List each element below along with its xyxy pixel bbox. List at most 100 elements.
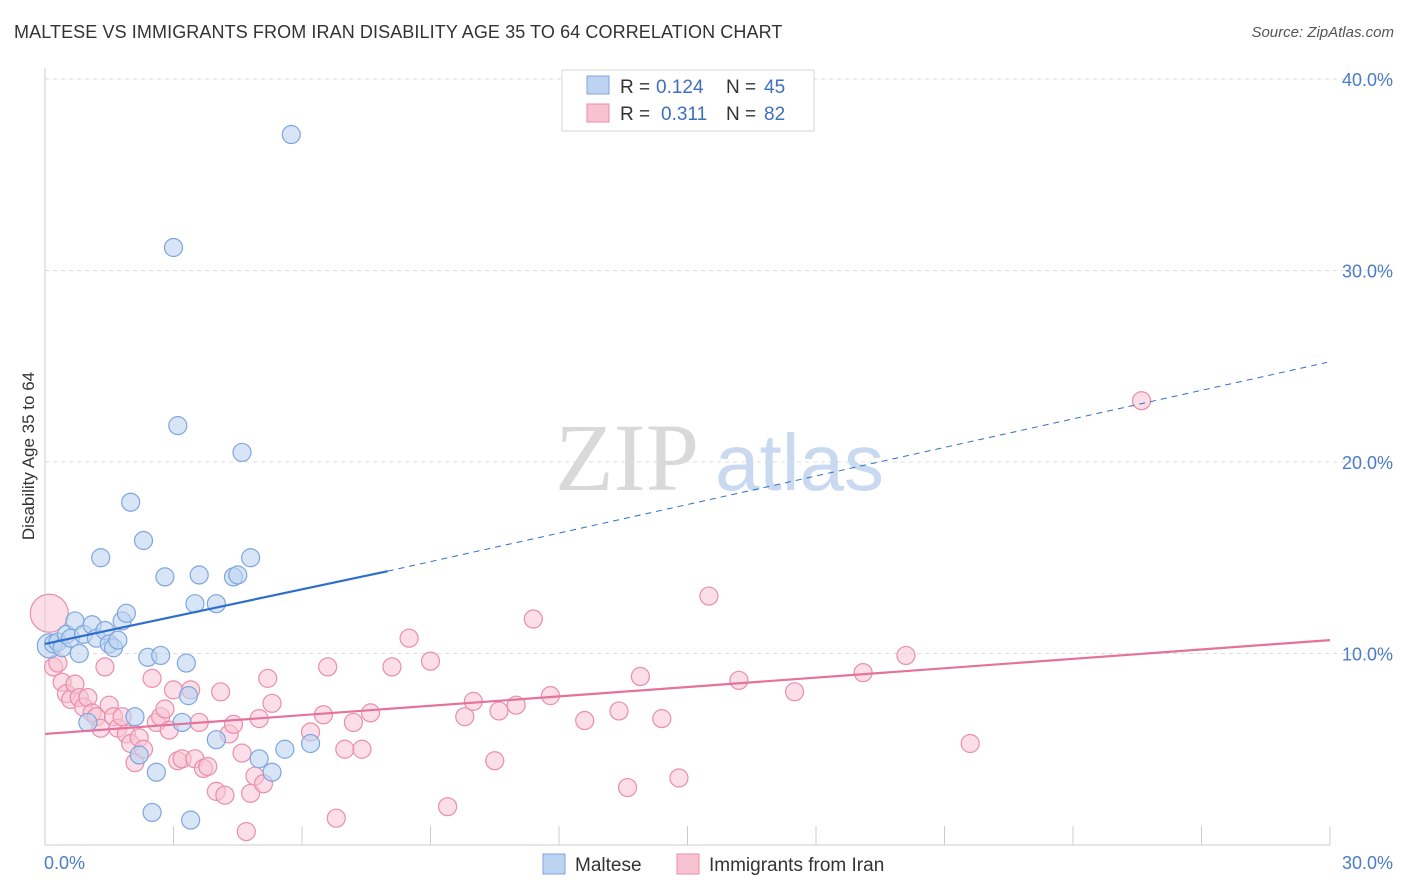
iran-point: [1131, 391, 1152, 411]
y-tick-label-10: 10.0%: [1342, 645, 1393, 665]
iran-point: [960, 733, 980, 754]
series-maltese-points: [36, 124, 321, 830]
maltese-point: [176, 653, 196, 673]
iran-point: [95, 657, 115, 677]
maltese-point: [281, 124, 301, 145]
bottom-legend-swatch-maltese: [542, 853, 566, 875]
maltese-point: [300, 733, 321, 754]
axes: 0.0% 30.0%: [44, 68, 1393, 873]
iran-point: [729, 670, 749, 690]
iran-point: [29, 593, 69, 633]
iran-point: [343, 712, 363, 733]
iran-point: [489, 701, 509, 721]
maltese-point: [146, 762, 166, 782]
maltese-point: [206, 730, 226, 750]
legend-swatch-iran: [586, 103, 610, 123]
x-tick-label-min: 0.0%: [44, 853, 85, 873]
maltese-point: [69, 643, 89, 664]
maltese-point: [129, 745, 149, 765]
iran-point: [784, 682, 805, 702]
iran-point: [326, 808, 346, 828]
watermark-zip: ZIP: [555, 404, 699, 511]
maltese-point: [133, 530, 154, 551]
iran-point: [420, 651, 441, 671]
iran-point: [455, 707, 475, 727]
iran-point: [335, 739, 355, 759]
iran-point: [630, 666, 650, 687]
maltese-point: [163, 237, 184, 258]
iran-point: [382, 657, 402, 677]
maltese-point: [168, 416, 188, 436]
iran-point: [318, 657, 338, 677]
watermark-atlas: atlas: [715, 418, 884, 507]
iran-point: [142, 668, 162, 688]
iran-point: [352, 739, 372, 759]
iran-point: [236, 821, 256, 842]
legend-r-value-maltese: 0.124: [656, 77, 704, 98]
legend-r-label-iran: R =: [620, 104, 650, 125]
maltese-point: [178, 686, 199, 706]
source-label: Source: ZipAtlas.com: [1251, 24, 1394, 41]
y-tick-label-40: 40.0%: [1342, 70, 1393, 90]
y-axis-label: Disability Age 35 to 64: [19, 372, 38, 540]
iran-point: [215, 785, 235, 805]
watermark: ZIP atlas: [555, 404, 884, 511]
maltese-point: [241, 548, 261, 568]
legend-n-label-maltese: N =: [726, 77, 756, 98]
maltese-point: [125, 707, 145, 727]
bottom-legend-swatch-iran: [676, 853, 700, 875]
iran-point: [155, 699, 175, 719]
maltese-trend-line: [44, 570, 388, 646]
bottom-legend-label-maltese: Maltese: [575, 855, 642, 876]
iran-point: [438, 797, 458, 817]
iran-point: [232, 743, 252, 763]
maltese-point: [142, 802, 162, 823]
iran-point: [223, 714, 244, 734]
iran-point: [360, 703, 381, 723]
maltese-point: [91, 548, 111, 568]
iran-point: [258, 668, 278, 688]
maltese-point: [275, 739, 295, 759]
iran-point: [575, 710, 595, 731]
iran-point: [896, 645, 916, 666]
maltese-point: [206, 594, 226, 614]
maltese-point: [262, 762, 282, 782]
legend-r-value-iran: 0.311: [661, 104, 707, 125]
iran-point: [652, 709, 672, 729]
gridlines: 10.0% 20.0% 30.0% 40.0%: [45, 70, 1393, 665]
legend-n-value-iran: 82: [764, 104, 785, 125]
bottom-legend-label-iran: Immigrants from Iran: [709, 855, 884, 876]
maltese-point: [121, 492, 141, 512]
iran-point: [485, 751, 505, 771]
trend-lines: [44, 361, 1331, 736]
legend-swatch-maltese: [586, 75, 610, 95]
iran-point: [211, 682, 231, 702]
iran-point: [523, 609, 543, 629]
maltese-point: [228, 565, 248, 585]
legend-bottom: Maltese Immigrants from Iran: [542, 853, 884, 876]
y-tick-label-20: 20.0%: [1342, 453, 1393, 473]
maltese-point: [181, 810, 201, 830]
maltese-point: [189, 565, 209, 585]
maltese-point: [155, 567, 175, 587]
maltese-point: [78, 712, 98, 733]
y-tick-label-30: 30.0%: [1342, 262, 1393, 282]
legend-r-label-maltese: R =: [620, 77, 650, 98]
iran-point: [617, 777, 638, 798]
x-tick-label-max: 30.0%: [1342, 853, 1393, 873]
maltese-point: [116, 603, 136, 623]
maltese-point: [249, 749, 269, 769]
iran-point: [399, 628, 419, 648]
legend-n-value-maltese: 45: [764, 77, 785, 98]
maltese-point: [151, 645, 171, 666]
legend-top: R = 0.124 N = 45 R = 0.311 N = 82: [561, 69, 815, 132]
iran-point: [609, 701, 629, 721]
maltese-point: [108, 630, 128, 650]
iran-point: [669, 768, 689, 788]
iran-point: [198, 756, 218, 777]
maltese-point: [232, 442, 252, 463]
iran-point: [699, 586, 719, 606]
chart-title: MALTESE VS IMMIGRANTS FROM IRAN DISABILI…: [14, 22, 783, 42]
legend-n-label-iran: N =: [726, 104, 756, 125]
